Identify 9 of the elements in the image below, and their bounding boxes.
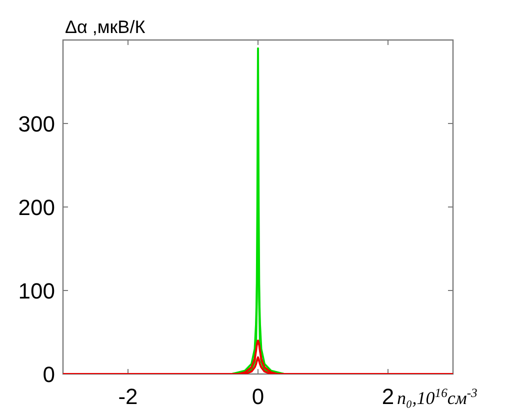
x-tick-label: 2 [382,384,394,409]
y-tick-label: 0 [42,362,55,387]
y-tick-label: 300 [18,112,55,136]
y-axis-title: Δα ,мкВ/К [65,17,146,37]
x-tick-label: -2 [118,384,138,409]
y-tick-label: 200 [18,195,55,220]
x-tick-label: 0 [252,384,264,409]
y-tick-label: 100 [18,278,55,304]
x-axis-title: n₀,10$^{16}$см$^{-3}$ [397,386,478,408]
